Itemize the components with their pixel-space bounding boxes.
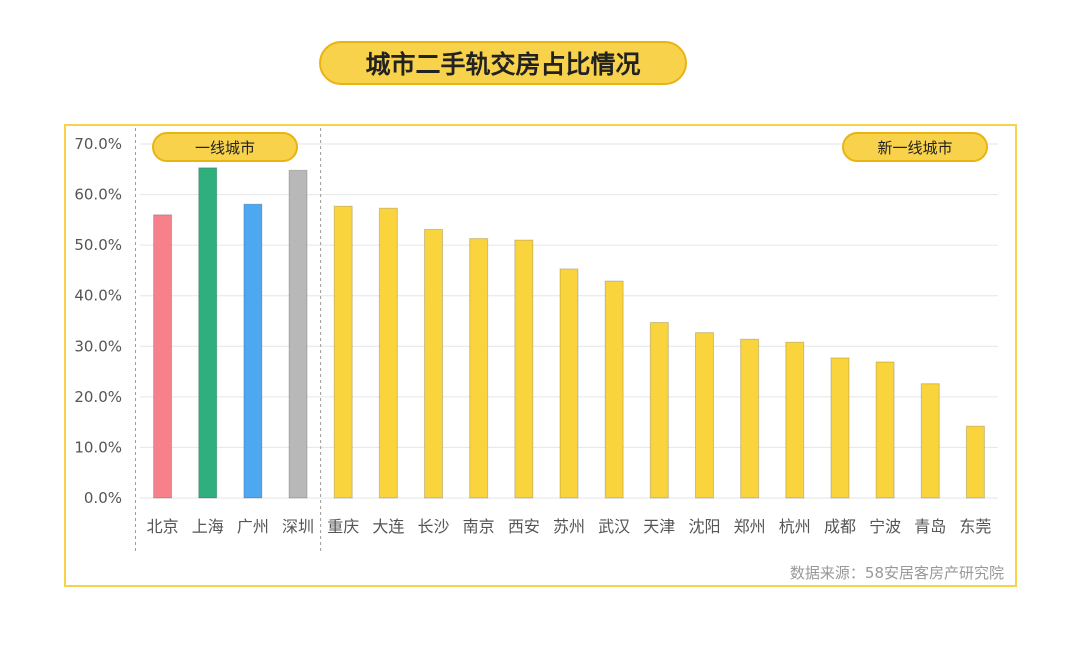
- x-tick-label: 广州: [237, 517, 269, 536]
- bar-深圳: [288, 169, 308, 499]
- data-source-note: 数据来源：58安居客房产研究院: [789, 564, 1004, 582]
- x-tick-label: 北京: [147, 517, 179, 536]
- bar-武汉: [604, 280, 624, 499]
- bar-大连: [378, 207, 398, 499]
- x-tick-label: 重庆: [327, 517, 359, 536]
- bar-苏州: [559, 268, 579, 499]
- x-tick-label: 郑州: [734, 517, 766, 536]
- x-tick-label: 东莞: [959, 517, 991, 536]
- bar-西安: [514, 239, 534, 499]
- x-axis-labels: 北京 上海 广州 深圳 重庆 大连 长沙 南京 西安 苏州 武汉 天津 沈阳 郑州 杭州 成都 宁波 青岛 东莞: [147, 517, 992, 536]
- x-tick-label: 青岛: [914, 517, 946, 536]
- y-tick-label: 20.0%: [74, 388, 122, 406]
- y-tick-label: 40.0%: [74, 287, 122, 305]
- x-tick-label: 杭州: [779, 517, 811, 536]
- x-tick-label: 长沙: [418, 517, 450, 536]
- chart-frame: [64, 124, 1017, 587]
- bar-南京: [469, 238, 489, 499]
- x-tick-label: 天津: [643, 517, 675, 536]
- y-tick-label: 30.0%: [74, 337, 122, 355]
- x-tick-label: 南京: [463, 517, 495, 536]
- x-tick-label: 成都: [824, 517, 856, 536]
- y-tick-label: 70.0%: [74, 135, 122, 153]
- tier1-group-label: 一线城市: [152, 132, 298, 162]
- bar-重庆: [333, 205, 353, 499]
- bar-郑州: [740, 338, 760, 499]
- bar-长沙: [424, 228, 444, 499]
- y-tick-label: 10.0%: [74, 438, 122, 456]
- bar-成都: [830, 357, 850, 499]
- bars: [153, 167, 985, 499]
- bar-北京: [153, 214, 173, 499]
- group-dividers: [134, 128, 322, 552]
- x-tick-label: 深圳: [282, 517, 314, 536]
- y-tick-label: 0.0%: [84, 489, 122, 507]
- bar-天津: [649, 322, 669, 499]
- new-tier1-group-label: 新一线城市: [842, 132, 988, 162]
- y-tick-label: 60.0%: [74, 186, 122, 204]
- y-axis-ticks: 0.0% 10.0% 20.0% 30.0% 40.0% 50.0% 60.0% 70.0%: [74, 135, 122, 507]
- bar-沈阳: [694, 332, 714, 499]
- y-tick-label: 50.0%: [74, 236, 122, 254]
- x-tick-label: 西安: [508, 517, 540, 536]
- chart-title: 城市二手轨交房占比情况: [319, 41, 687, 85]
- x-tick-label: 宁波: [869, 517, 901, 536]
- x-tick-label: 大连: [372, 517, 404, 536]
- bar-杭州: [785, 341, 805, 499]
- bar-宁波: [875, 361, 895, 499]
- x-tick-label: 武汉: [598, 517, 630, 536]
- bar-青岛: [920, 383, 940, 499]
- x-tick-label: 上海: [192, 517, 224, 536]
- x-tick-label: 沈阳: [688, 517, 720, 536]
- bar-东莞: [965, 425, 985, 499]
- x-tick-label: 苏州: [553, 517, 585, 536]
- bar-广州: [243, 203, 263, 499]
- bar-上海: [198, 167, 218, 499]
